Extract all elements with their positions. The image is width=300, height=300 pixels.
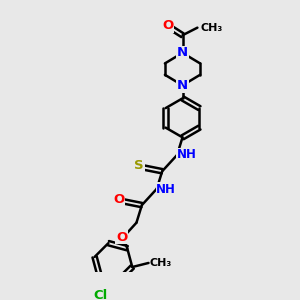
Text: NH: NH (177, 148, 196, 161)
Text: Cl: Cl (94, 289, 108, 300)
Text: CH₃: CH₃ (150, 258, 172, 268)
Text: O: O (116, 231, 127, 244)
Text: N: N (177, 79, 188, 92)
Text: NH: NH (156, 183, 176, 196)
Text: O: O (113, 193, 124, 206)
Text: O: O (162, 19, 173, 32)
Text: S: S (134, 159, 144, 172)
Text: CH₃: CH₃ (200, 23, 222, 33)
Text: N: N (177, 46, 188, 59)
